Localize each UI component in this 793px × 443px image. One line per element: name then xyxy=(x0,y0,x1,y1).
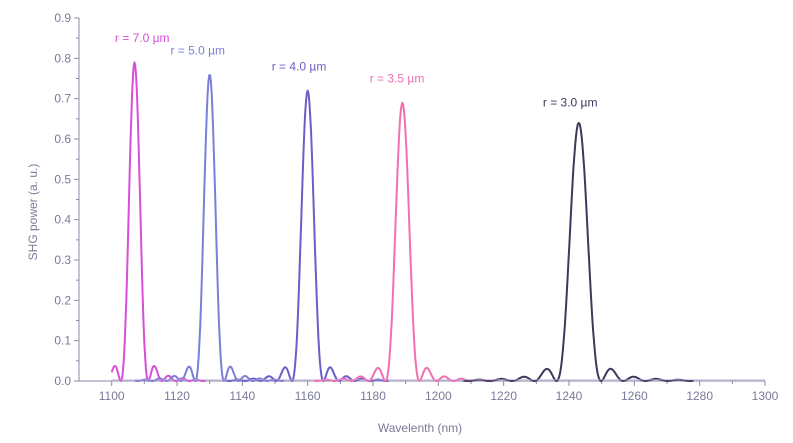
x-tick-label: 1300 xyxy=(752,389,779,403)
y-tick-label: 0.1 xyxy=(54,334,71,348)
x-tick-label: 1220 xyxy=(490,389,517,403)
x-tick-label: 1280 xyxy=(686,389,713,403)
x-axis-title: Wavelenth (nm) xyxy=(378,421,462,435)
x-tick-label: 1240 xyxy=(556,389,583,403)
y-tick-label: 0.0 xyxy=(54,374,71,388)
y-tick-label: 0.6 xyxy=(54,132,71,146)
series-label: r = 4.0 µm xyxy=(272,59,327,73)
y-axis-title: SHG power (a. u.) xyxy=(26,164,40,261)
series-line xyxy=(463,122,694,382)
x-tick-label: 1260 xyxy=(621,389,648,403)
x-tick-label: 1200 xyxy=(425,389,452,403)
peak-labels: r = 7.0 µmr = 5.0 µm r = 4.0 µm r = 3.5 µm… xyxy=(115,31,598,110)
series-line xyxy=(313,101,491,382)
x-tick-label: 1100 xyxy=(99,389,125,403)
y-tick-label: 0.8 xyxy=(54,51,71,65)
series-label: r = 3.0 µm xyxy=(543,96,598,110)
series-label: r = 3.5 µm xyxy=(370,72,425,86)
y-tick-label: 0.4 xyxy=(54,213,71,227)
y-tick-label: 0.5 xyxy=(54,172,71,186)
x-tick-label: 1120 xyxy=(164,389,190,403)
y-tick-label: 0.2 xyxy=(54,293,71,307)
series-line xyxy=(134,74,285,382)
axes: 0.0 0.1 0.2 0.3 0.4 0.5 0.6 0.7 0.8 0.9 1100 1120 11… xyxy=(54,11,778,403)
y-tick-label: 0.7 xyxy=(54,92,71,106)
series-line xyxy=(110,61,206,382)
x-tick-label: 1180 xyxy=(360,389,386,403)
x-tick-label: 1160 xyxy=(295,389,321,403)
y-tick-label: 0.3 xyxy=(54,253,71,267)
x-tick-label: 1140 xyxy=(229,389,255,403)
series-lines xyxy=(110,61,765,382)
series-label: r = 5.0 µm xyxy=(170,43,225,57)
y-tick-label: 0.9 xyxy=(54,11,71,25)
series-line xyxy=(225,89,389,382)
series-label: r = 7.0 µm xyxy=(115,31,170,45)
